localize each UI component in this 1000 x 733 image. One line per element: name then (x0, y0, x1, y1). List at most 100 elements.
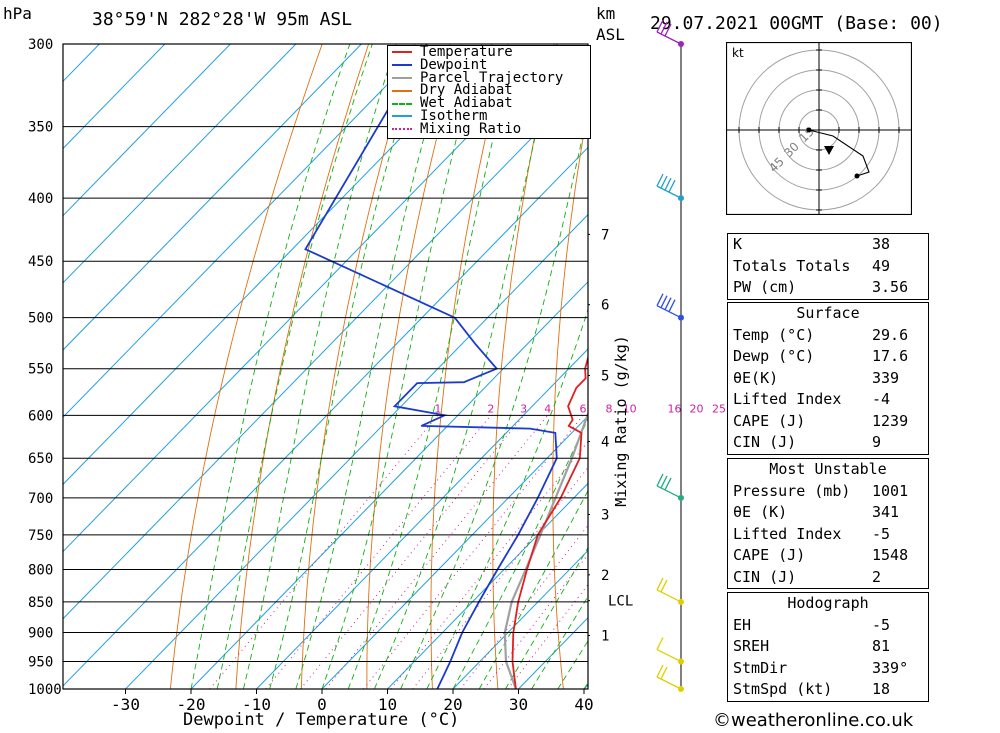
hodograph-title: Hodograph (787, 594, 869, 612)
index-label: StmDir (733, 658, 788, 677)
index-row: Totals Totals 49 (728, 256, 928, 278)
index-label: EH (733, 615, 752, 634)
hodograph-trace (808, 129, 870, 177)
legend-item: Parcel Trajectory (388, 69, 590, 86)
mixing-ratio-label: 2 (487, 402, 494, 415)
index-row: EH -5 (728, 615, 928, 637)
temperature-line (511, 354, 588, 689)
index-row: θE(K) 339 (728, 368, 928, 390)
index-label: StmSpd (kt) (733, 680, 833, 698)
km-tick-label: 6 (601, 298, 609, 314)
wet-adiabat-line (452, 417, 588, 689)
index-row: CAPE (J) 1548 (728, 545, 928, 567)
legend-item: Dry Adiabat (388, 84, 590, 97)
isotherm-line (63, 44, 493, 486)
station-location: 38°59'N 282°28'W 95m ASL (92, 9, 353, 30)
legend-swatch (392, 128, 412, 131)
mixing-ratio-label: 1 (434, 402, 441, 415)
wind-barb-feather (656, 664, 664, 678)
index-row: StmSpd (kt) 18 (728, 679, 928, 701)
index-value: 49 (872, 256, 891, 275)
x-tick-label: -10 (242, 695, 271, 714)
wind-barb-feather (668, 299, 676, 312)
pressure-tick-label: 550 (28, 362, 53, 378)
hodograph-panel: Hodograph EH -5 SREH 81 StmDir 339° StmSpd (kt… (727, 592, 929, 702)
x-tick-label: 40 (574, 695, 593, 714)
index-value: 81 (872, 637, 891, 655)
index-label: CAPE (J) (733, 546, 806, 564)
pressure-tick-label: 950 (28, 655, 53, 671)
isotherm-line (256, 348, 588, 689)
plot-frame (62, 43, 589, 690)
legend-swatch (392, 76, 412, 79)
dry-adiabat-line (667, 26, 699, 715)
index-label: CIN (J) (733, 567, 797, 586)
wind-barb-feather (668, 179, 676, 193)
index-value: 339° (872, 658, 909, 677)
copyright-link[interactable]: ©weatheronline.co.uk (713, 710, 914, 731)
index-label: Pressure (mb) (733, 481, 851, 500)
isotherm-line (63, 146, 588, 687)
index-label: Lifted Index (733, 524, 842, 543)
wet-adiabat-line (347, 44, 518, 689)
legend-label: Dry Adiabat (420, 82, 513, 99)
wind-barb-staff (656, 589, 682, 603)
km-tick-label: 7 (601, 227, 609, 243)
index-label: CAPE (J) (733, 411, 806, 430)
index-value: 2 (872, 567, 882, 586)
legend-label: Parcel Trajectory (420, 69, 564, 86)
km-tick-label: 2 (601, 568, 609, 584)
wind-barb-feather (656, 19, 664, 33)
wind-barb-feather (664, 177, 672, 191)
hodograph-unit-label: kt (732, 46, 744, 60)
x-tick-label: -20 (177, 695, 206, 714)
index-row: CIN (J) 9 (728, 432, 928, 454)
pressure-unit-label: hPa (3, 4, 32, 23)
index-value: 38 (872, 235, 891, 253)
index-label: Lifted Index (733, 390, 842, 408)
chart-legend: Temperature Dewpoint Parcel Trajectory Dry … (387, 45, 591, 139)
pressure-tick-label: 300 (28, 37, 53, 53)
index-row: Pressure (mb) 1001 (728, 481, 928, 503)
mixing-ratio-label: 16 (668, 402, 682, 415)
index-value: 18 (872, 680, 891, 698)
index-row: PW (cm) 3.56 (728, 277, 928, 299)
dry-adiabat-line (169, 44, 323, 689)
pressure-tick-label: 350 (28, 120, 53, 136)
pressure-tick-label: 400 (28, 191, 53, 207)
wind-barb-staff (656, 648, 682, 663)
pressure-tick-label: 650 (28, 451, 53, 467)
legend-item: Dewpoint (388, 58, 590, 72)
pressure-tick-label: 1000 (28, 682, 62, 698)
legend-swatch (392, 89, 412, 92)
index-label: K (733, 235, 743, 253)
mixing-ratio-axis-label: Mixing Ratio (g/kg) (611, 335, 630, 507)
index-label: SREH (733, 637, 770, 655)
wet-adiabat-line (295, 44, 451, 689)
index-value: 17.6 (872, 347, 909, 365)
dry-adiabat-line (492, 44, 555, 689)
pressure-tick-label: 850 (28, 595, 53, 611)
mixing-ratio-label: 25 (712, 402, 726, 415)
mixing-ratio-label: 4 (544, 402, 551, 415)
isotherm-line (63, 44, 428, 418)
pressure-tick-label: 900 (28, 626, 53, 642)
index-label: CIN (J) (733, 433, 797, 451)
x-tick-label: 20 (443, 695, 462, 714)
dry-adiabat-line (925, 26, 1000, 715)
wet-adiabat-line (321, 44, 482, 689)
index-row: Lifted Index -5 (728, 524, 928, 546)
wind-barb-feather (660, 666, 668, 680)
wind-barb-feather (656, 293, 664, 306)
legend-item: Isotherm (388, 109, 590, 123)
index-value: 341 (872, 503, 900, 521)
km-tick-label: LCL (608, 594, 633, 610)
most-unstable-panel: Most Unstable Pressure (mb) 1001 θE (K) 341… (727, 458, 929, 589)
pressure-tick-label: 800 (28, 562, 53, 578)
index-value: 9 (872, 433, 882, 451)
x-axis-label: Dewpoint / Temperature (°C) (183, 710, 460, 730)
isotherm-line (452, 549, 588, 689)
isotherm-line (63, 79, 588, 620)
index-label: PW (cm) (733, 278, 797, 296)
wind-barb-staff (656, 676, 682, 690)
